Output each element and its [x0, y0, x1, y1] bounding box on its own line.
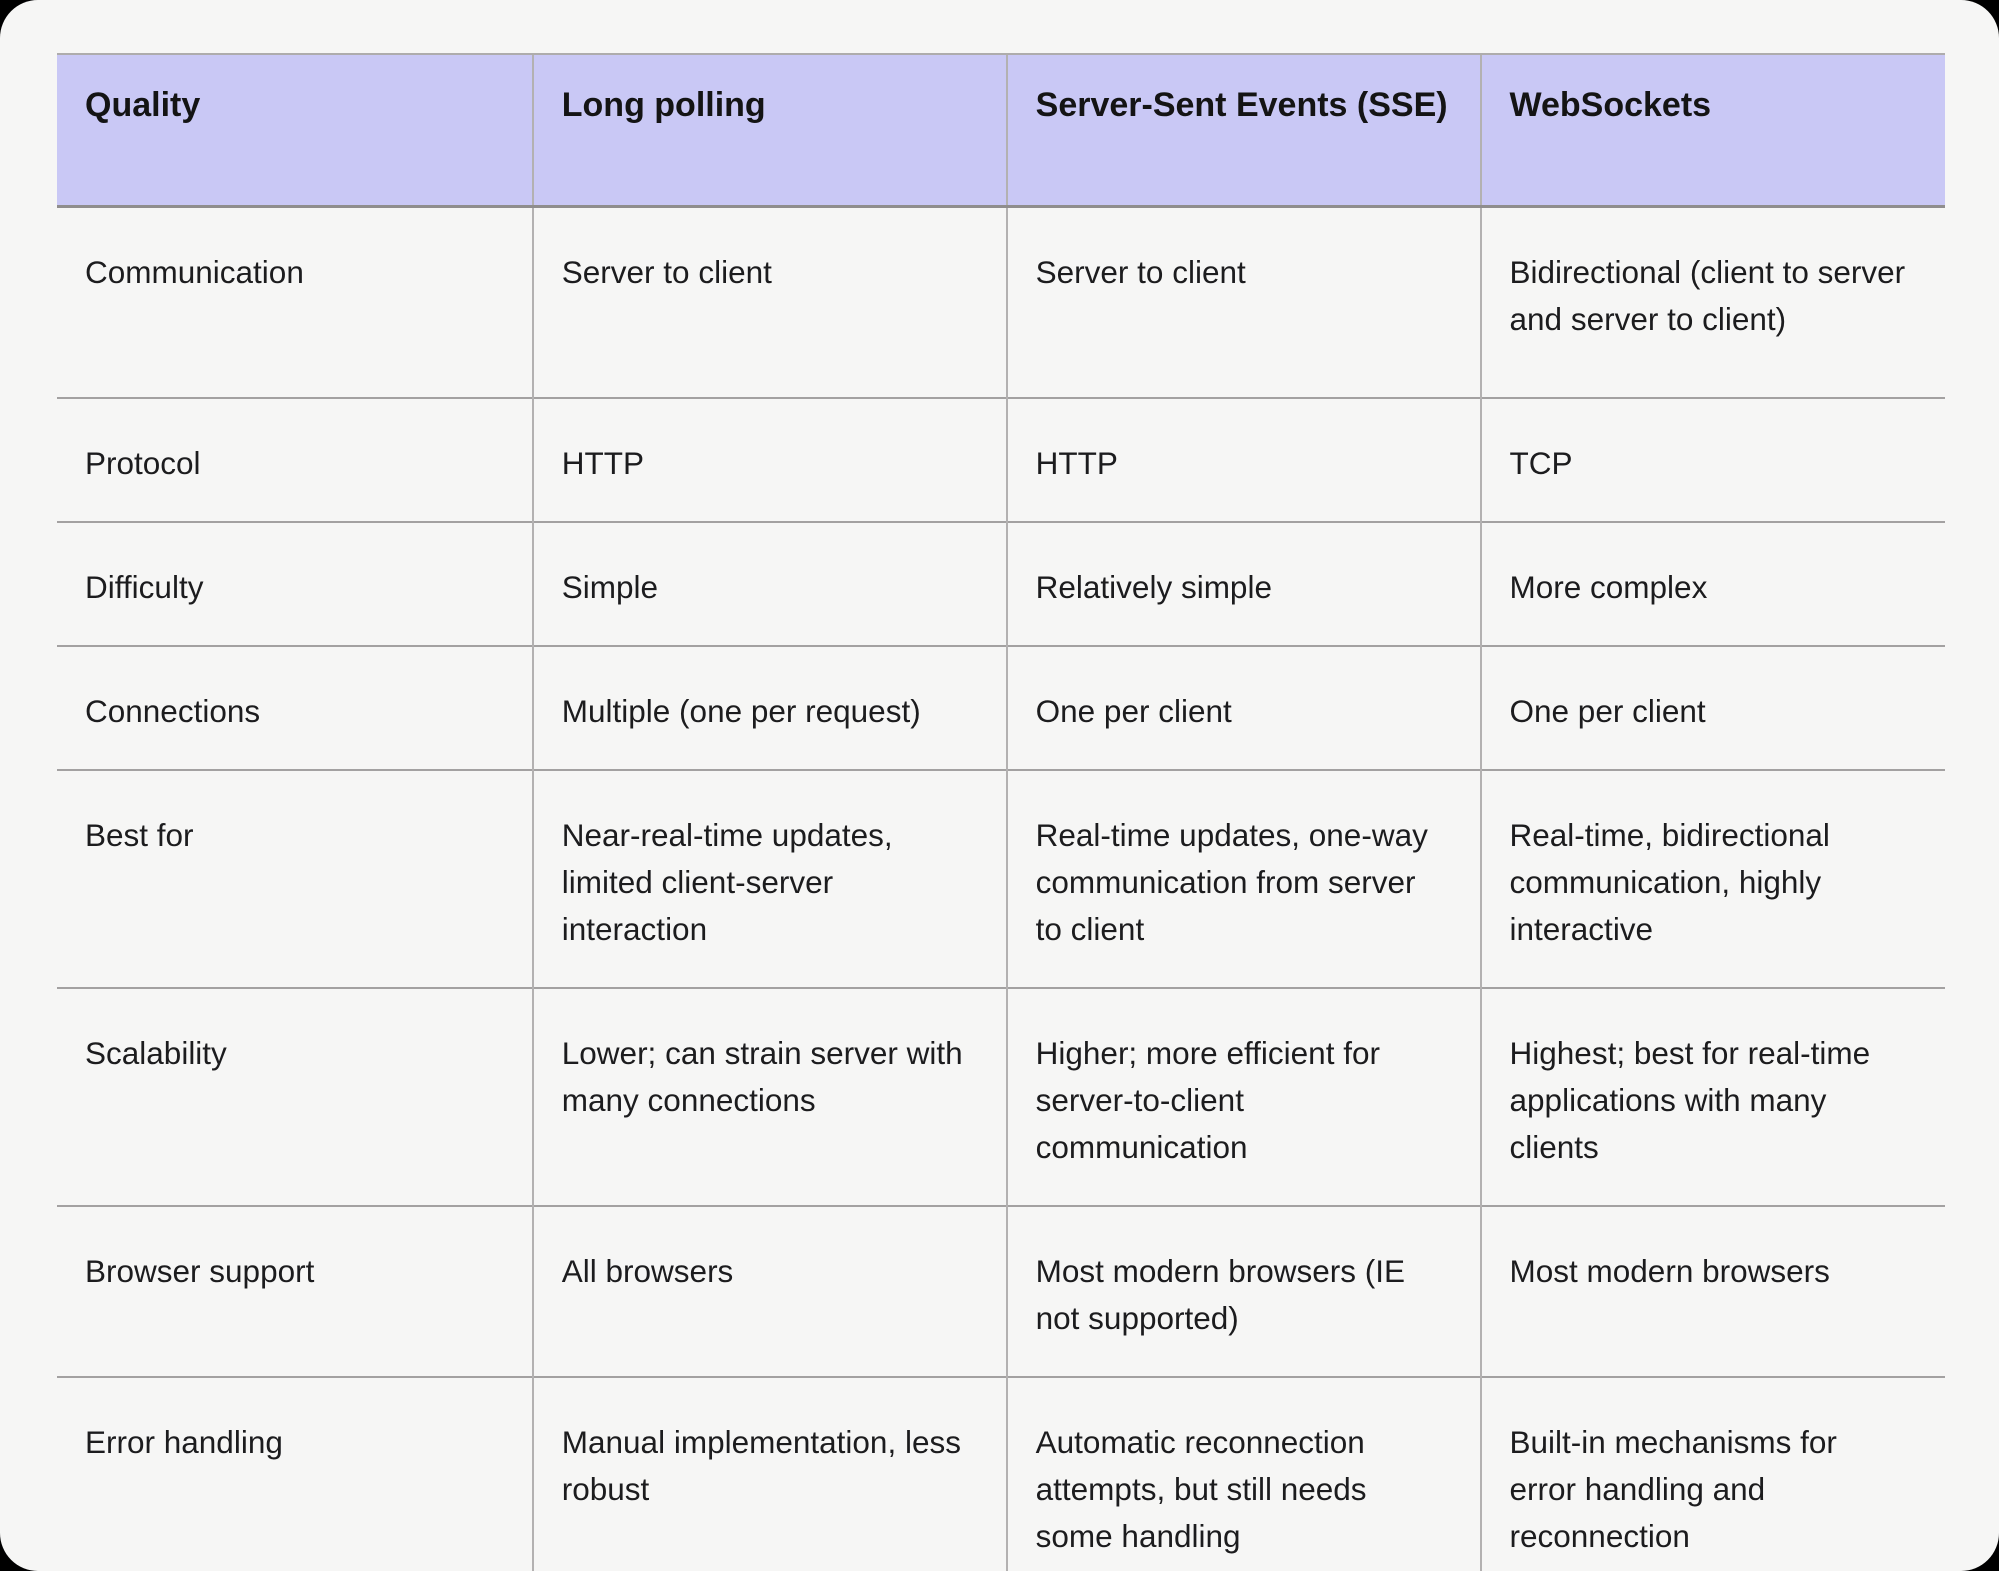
table-cell: One per client: [1005, 645, 1481, 770]
column-header-long-polling: Long polling: [531, 53, 1007, 208]
table-cell: Simple: [531, 521, 1007, 646]
table-cell: Real-time updates, one-way communication…: [1005, 769, 1481, 988]
table-row-protocol: Protocol HTTP HTTP TCP: [57, 397, 1945, 522]
row-label: Browser support: [57, 1205, 533, 1377]
table-cell: Manual implementation, less robust: [531, 1376, 1007, 1571]
table-cell: Multiple (one per request): [531, 645, 1007, 770]
table-cell: Server to client: [531, 205, 1007, 398]
table-cell: Relatively simple: [1005, 521, 1481, 646]
table-cell: Automatic reconnection attempts, but sti…: [1005, 1376, 1481, 1571]
table-row-difficulty: Difficulty Simple Relatively simple More…: [57, 521, 1945, 646]
table-cell: Most modern browsers (IE not supported): [1005, 1205, 1481, 1377]
table-cell: Most modern browsers: [1479, 1205, 1945, 1377]
row-label: Error handling: [57, 1376, 533, 1571]
table-cell: More complex: [1479, 521, 1945, 646]
row-label: Scalability: [57, 987, 533, 1206]
column-header-websockets: WebSockets: [1479, 53, 1945, 208]
row-label: Difficulty: [57, 521, 533, 646]
table-cell: Lower; can strain server with many conne…: [531, 987, 1007, 1206]
table-cell: All browsers: [531, 1205, 1007, 1377]
row-label: Protocol: [57, 397, 533, 522]
header-row: Quality Long polling Server-Sent Events …: [57, 53, 1945, 208]
table-cell: One per client: [1479, 645, 1945, 770]
table-cell: Near-real-time updates, limited client-s…: [531, 769, 1007, 988]
table-cell: TCP: [1479, 397, 1945, 522]
table-row-error-handling: Error handling Manual implementation, le…: [57, 1376, 1945, 1571]
table-row-communication: Communication Server to client Server to…: [57, 205, 1945, 398]
table-cell: Higher; more efficient for server-to-cli…: [1005, 987, 1481, 1206]
row-label: Connections: [57, 645, 533, 770]
comparison-table: Quality Long polling Server-Sent Events …: [57, 53, 1945, 1571]
table-cell: Highest; best for real-time applications…: [1479, 987, 1945, 1206]
table-row-scalability: Scalability Lower; can strain server wit…: [57, 987, 1945, 1206]
table-cell: Bidirectional (client to server and serv…: [1479, 205, 1945, 398]
column-header-quality: Quality: [57, 53, 533, 208]
column-header-sse: Server-Sent Events (SSE): [1005, 53, 1481, 208]
table-row-best-for: Best for Near-real-time updates, limited…: [57, 769, 1945, 988]
table-row-browser-support: Browser support All browsers Most modern…: [57, 1205, 1945, 1377]
table-cell: Server to client: [1005, 205, 1481, 398]
table-cell: HTTP: [531, 397, 1007, 522]
table-row-connections: Connections Multiple (one per request) O…: [57, 645, 1945, 770]
table-cell: HTTP: [1005, 397, 1481, 522]
table-cell: Built-in mechanisms for error handling a…: [1479, 1376, 1945, 1571]
row-label: Communication: [57, 205, 533, 398]
row-label: Best for: [57, 769, 533, 988]
table-cell: Real-time, bidirectional communication, …: [1479, 769, 1945, 988]
